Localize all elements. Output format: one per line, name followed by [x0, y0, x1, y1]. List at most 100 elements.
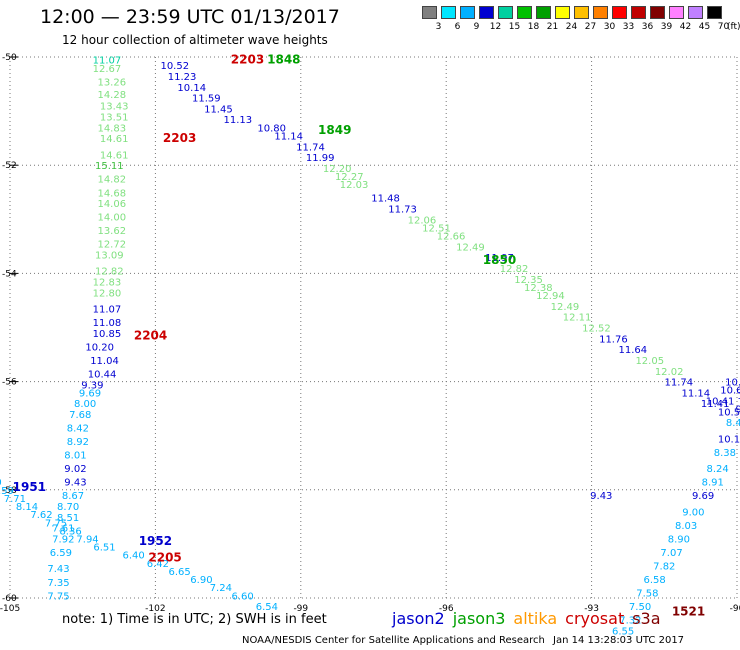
swh-value: 9.00: [682, 507, 704, 518]
swh-value: 12.80: [93, 288, 122, 299]
swh-value: 14.06: [97, 199, 126, 210]
swh-value: 12.94: [536, 291, 565, 302]
legend-swatch: [460, 6, 475, 19]
swh-value: 6.42: [147, 559, 169, 570]
legend-level: 21: [546, 22, 559, 32]
lat-tick-label: -56: [2, 378, 17, 388]
satellite-jason2: jason2: [392, 609, 445, 628]
swh-value: 12.66: [437, 232, 466, 243]
swh-value: 12.83: [93, 278, 122, 289]
swh-value: 12.51: [422, 223, 451, 234]
legend-level: 33: [622, 22, 635, 32]
swh-value: 12.06: [408, 215, 437, 226]
swh-value: 8.90: [668, 534, 690, 545]
swh-value: 14.61: [100, 150, 129, 161]
swh-value: 12.49: [456, 242, 485, 253]
swh-value: 12.38: [524, 283, 553, 294]
pass-time-label: 1521: [672, 605, 705, 619]
swh-value: 11.14: [681, 388, 710, 399]
swh-value: 7.62: [30, 510, 52, 521]
swh-value: 10.20: [85, 342, 114, 353]
pass-time-label: 1848: [267, 53, 300, 67]
legend-level: 27: [584, 22, 597, 32]
swh-value: 7.68: [69, 410, 91, 421]
swh-value: 12.82: [500, 264, 529, 275]
swh-value: 8.91: [702, 478, 724, 489]
swh-value: 10.52: [160, 61, 189, 72]
legend-swatch: [555, 6, 570, 19]
legend-swatch: [574, 6, 589, 19]
swh-value: 12.82: [95, 267, 124, 278]
swh-value: 7.75: [45, 518, 67, 529]
pass-time-label: 2203: [163, 131, 196, 145]
swh-value: 11.08: [93, 318, 122, 329]
lat-tick-label: -60: [2, 594, 17, 604]
page-title: 12:00 — 23:59 UTC 01/13/2017: [40, 6, 340, 28]
swh-value: 11.74: [296, 142, 325, 153]
swh-value: 10.41: [706, 397, 735, 408]
footer-note: note: 1) Time is in UTC; 2) SWH is in fe…: [62, 612, 327, 627]
swh-value: 8.01: [64, 451, 86, 462]
lat-tick-label: -58: [2, 486, 17, 496]
swh-value: 11.64: [618, 345, 647, 356]
satellite-altika: altika: [513, 609, 558, 628]
swh-value: 11.07: [93, 56, 122, 67]
wave-height-values: 11.0712.6713.2614.2813.4313.5114.8314.61…: [0, 56, 740, 638]
swh-value: 7.82: [653, 562, 675, 573]
swh-value: 7.94: [76, 534, 98, 545]
swh-value: 11.45: [204, 104, 233, 115]
swh-value: 11.74: [665, 378, 694, 389]
legend-swatch: [498, 6, 513, 19]
lat-tick-label: -52: [2, 161, 17, 171]
swh-value: 9.43: [64, 478, 86, 489]
legend-swatch: [669, 6, 684, 19]
swh-value: 8.51: [57, 513, 79, 524]
swh-value: 10.44: [88, 369, 117, 380]
swh-value: 15.11: [95, 161, 124, 172]
legend-level: 6: [454, 22, 461, 32]
lat-tick-label: -50: [2, 53, 17, 63]
swh-value: 7.43: [47, 564, 69, 575]
swh-value: 7.35: [47, 578, 69, 589]
swh-value: 9.02: [64, 464, 86, 475]
pass-time-label: 1952: [139, 534, 172, 548]
pass-time-label: 2205: [148, 550, 181, 564]
swh-value: 9.69: [692, 491, 714, 502]
legend-swatch: [593, 6, 608, 19]
swh-value: 12.20: [323, 164, 352, 175]
swh-value: 7.71: [4, 494, 26, 505]
swh-value: 12.35: [514, 275, 543, 286]
swh-value: 11.23: [168, 72, 197, 83]
swh-value: 7.59: [0, 486, 14, 497]
swh-value: 9.64: [736, 405, 740, 416]
pass-time-labels: 2203184822031849185022041851152019511952…: [13, 53, 706, 619]
legend-unit: (ft): [727, 22, 740, 32]
legend-level: 18: [527, 22, 540, 32]
legend-swatch: [441, 6, 456, 19]
legend-swatch: [688, 6, 703, 19]
swh-value: 12.49: [551, 302, 580, 313]
satellite-s3a: s3a: [632, 609, 661, 628]
lon-tick-label: -99: [293, 604, 308, 614]
swh-value: 10.85: [93, 329, 122, 340]
swh-value: 9.39: [81, 380, 103, 391]
legend-level: 12: [489, 22, 502, 32]
swh-value: 7.24: [210, 583, 232, 594]
swh-value: 12.03: [340, 180, 369, 191]
lon-tick-label: -90: [730, 604, 740, 614]
swh-value: 13.51: [100, 113, 129, 124]
legend-level: 42: [679, 22, 692, 32]
lat-lon-grid: [9, 56, 738, 599]
swh-value: 12.02: [655, 367, 684, 378]
swh-value: 11.97: [485, 253, 514, 264]
swh-value: 6.54: [256, 602, 278, 613]
legend-swatch: [707, 6, 722, 19]
swh-value: 14.68: [97, 188, 126, 199]
swh-value: 11.14: [274, 131, 303, 142]
swh-value: 13.62: [97, 226, 126, 237]
swh-value: 14.28: [97, 90, 126, 101]
pass-time-label: 1850: [483, 253, 516, 267]
lon-tick-label: -93: [584, 604, 599, 614]
swh-value: 13.09: [95, 250, 124, 261]
swh-value: 11.99: [306, 153, 335, 164]
